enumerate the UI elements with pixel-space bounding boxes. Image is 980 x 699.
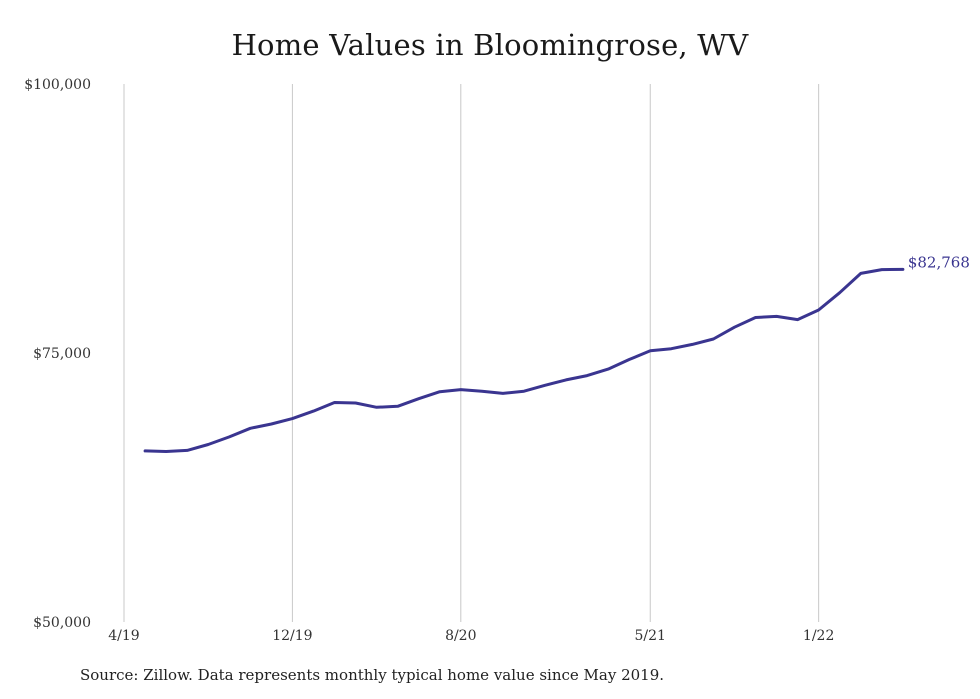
y-tick-label: $100,000 xyxy=(24,77,91,93)
x-axis-ticks: 4/19 12/19 8/20 5/21 1/22 xyxy=(108,628,834,644)
x-tick-label: 12/19 xyxy=(272,628,312,644)
chart-title: Home Values in Bloomingrose, WV xyxy=(231,28,749,62)
y-tick-label: $75,000 xyxy=(33,346,91,362)
x-tick-label: 5/21 xyxy=(635,628,666,644)
end-value-label: $82,768 xyxy=(908,253,970,271)
series-line xyxy=(143,267,905,453)
x-tick-label: 8/20 xyxy=(445,628,476,644)
x-tick-label: 4/19 xyxy=(108,628,139,644)
x-tick-label: 1/22 xyxy=(803,628,834,644)
y-tick-label: $50,000 xyxy=(33,615,91,631)
grid-lines xyxy=(123,84,820,622)
end-label-layer: $82,768 xyxy=(908,253,970,271)
y-axis-ticks: $50,000 $75,000 $100,000 xyxy=(24,77,91,631)
source-note: Source: Zillow. Data represents monthly … xyxy=(80,666,665,684)
series-line-layer xyxy=(143,267,905,453)
